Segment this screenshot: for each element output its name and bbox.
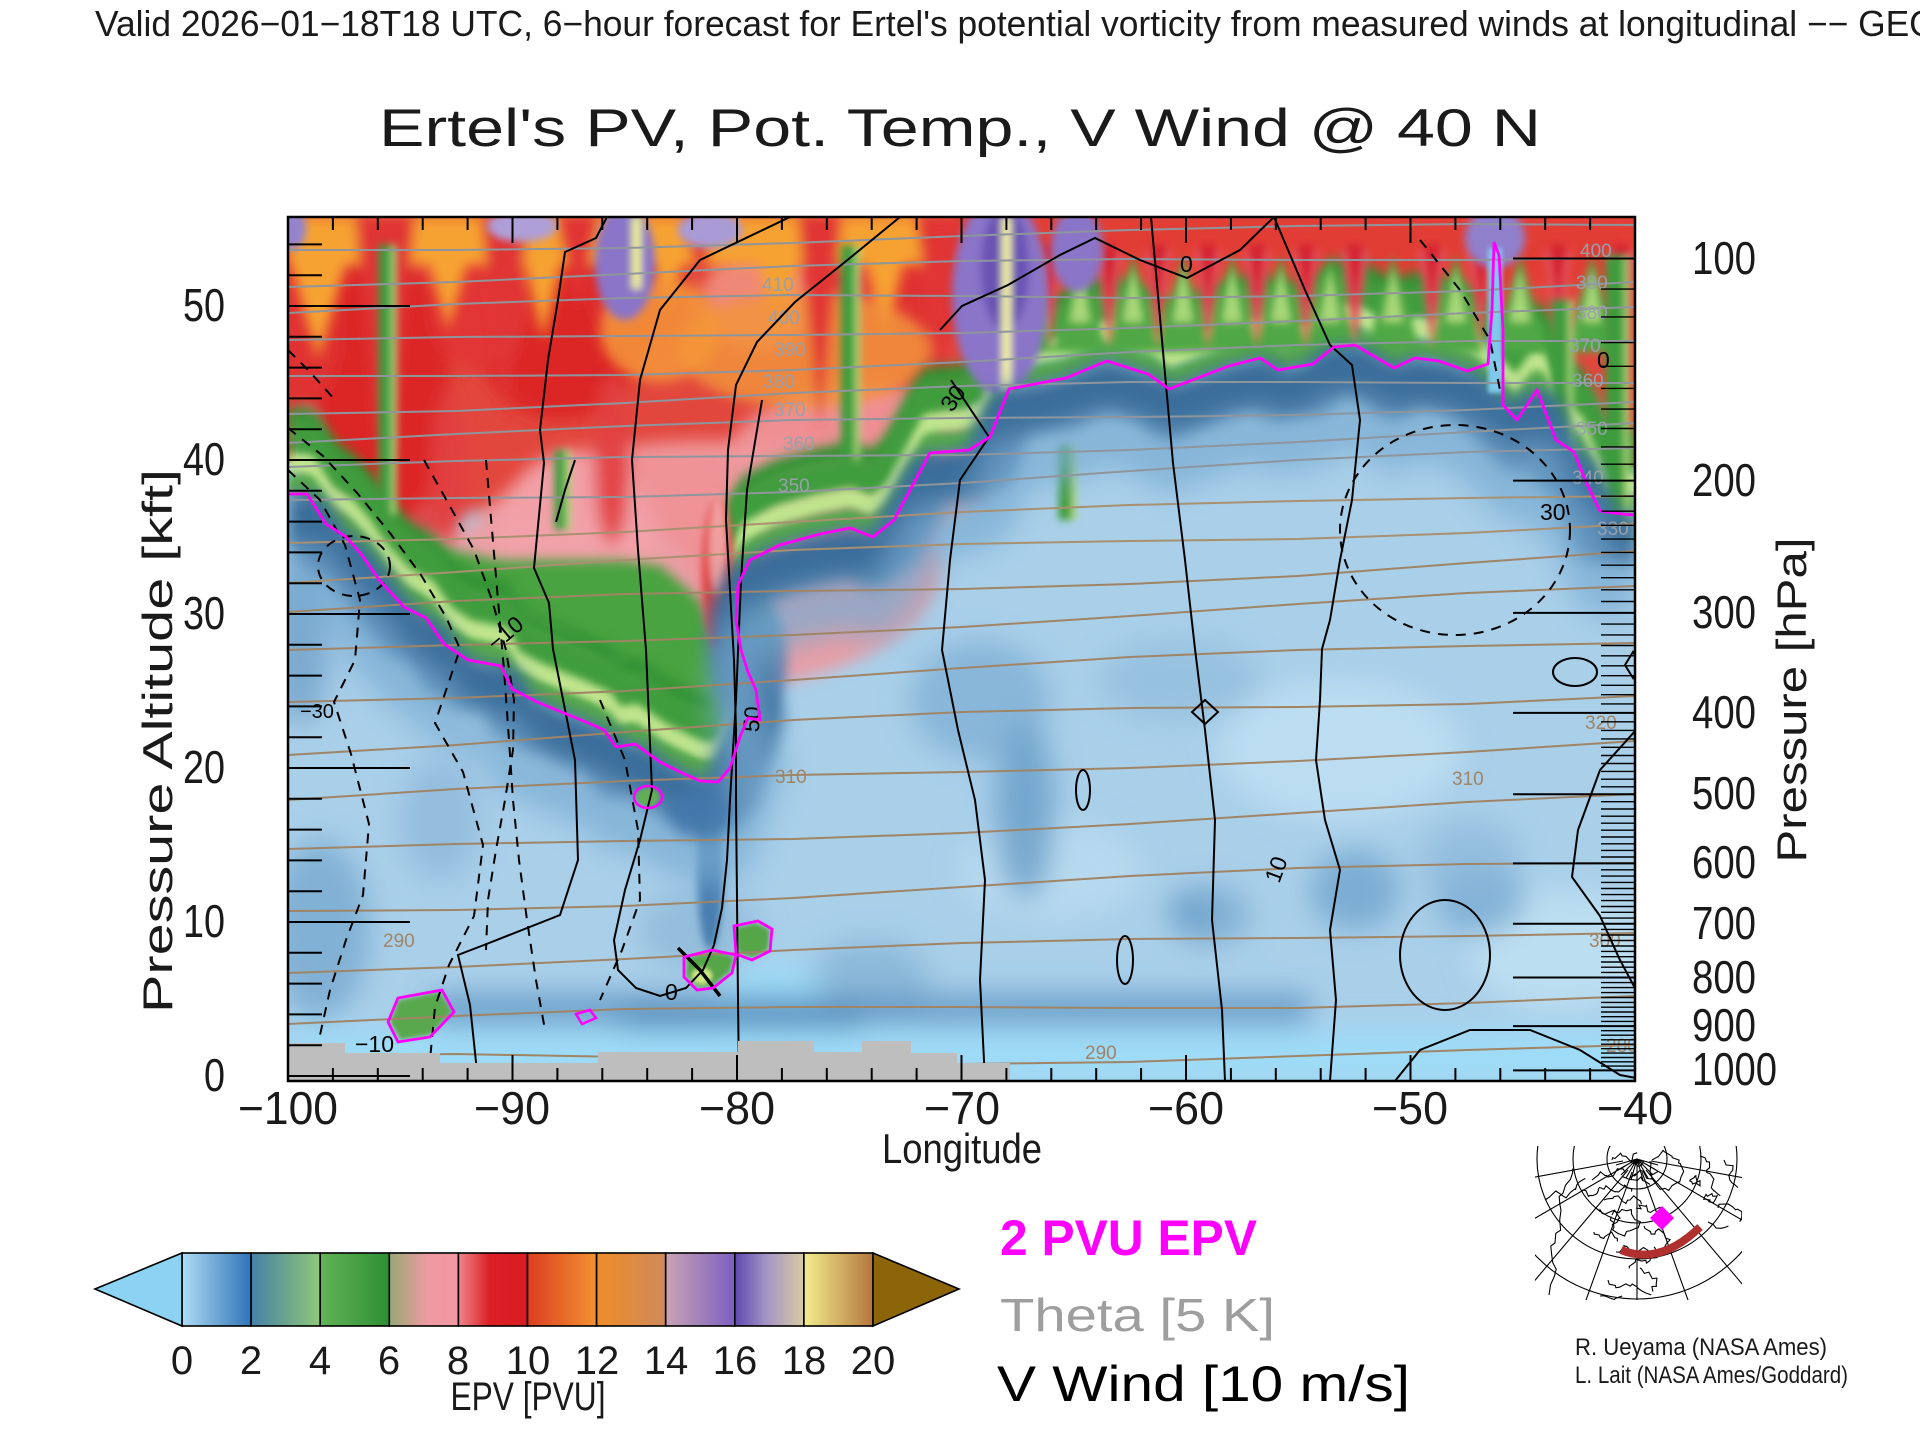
svg-text:360: 360 xyxy=(783,434,815,455)
svg-text:−10: −10 xyxy=(355,1031,394,1057)
svg-text:18: 18 xyxy=(782,1339,827,1383)
svg-text:EPV [PVU]: EPV [PVU] xyxy=(451,1375,606,1419)
svg-text:310: 310 xyxy=(1452,769,1484,790)
svg-text:30: 30 xyxy=(1540,499,1566,525)
svg-text:Valid 2026−01−18T18 UTC, 6−hou: Valid 2026−01−18T18 UTC, 6−hour forecast… xyxy=(95,3,1920,44)
svg-text:20: 20 xyxy=(851,1339,896,1383)
svg-text:800: 800 xyxy=(1692,951,1756,1003)
svg-text:14: 14 xyxy=(644,1339,689,1383)
svg-text:390: 390 xyxy=(774,340,806,361)
svg-text:370: 370 xyxy=(774,400,806,421)
svg-text:310: 310 xyxy=(775,767,807,788)
svg-text:400: 400 xyxy=(768,308,800,329)
svg-text:410: 410 xyxy=(762,275,794,296)
svg-text:380: 380 xyxy=(1576,303,1608,324)
svg-text:340: 340 xyxy=(1572,468,1604,489)
svg-text:0: 0 xyxy=(665,979,678,1005)
svg-text:10: 10 xyxy=(506,1339,551,1383)
svg-text:2 PVU EPV: 2 PVU EPV xyxy=(1000,1210,1258,1266)
svg-text:−40: −40 xyxy=(1597,1082,1673,1134)
svg-text:300: 300 xyxy=(1589,931,1621,952)
svg-text:700: 700 xyxy=(1692,897,1756,949)
svg-text:350: 350 xyxy=(778,476,810,497)
svg-text:16: 16 xyxy=(713,1339,758,1383)
svg-text:Pressure [hPa]: Pressure [hPa] xyxy=(1768,538,1815,863)
svg-text:−70: −70 xyxy=(924,1082,1000,1134)
svg-text:400: 400 xyxy=(1692,686,1756,738)
svg-text:0: 0 xyxy=(204,1049,225,1101)
svg-text:Theta [5 K]: Theta [5 K] xyxy=(1000,1289,1275,1341)
svg-text:V Wind [10 m/s]: V Wind [10 m/s] xyxy=(997,1356,1410,1412)
svg-text:330: 330 xyxy=(1597,519,1629,540)
svg-text:Ertel's PV, Pot. Temp., V Wind: Ertel's PV, Pot. Temp., V Wind @ 40 N xyxy=(379,99,1541,158)
svg-text:4: 4 xyxy=(309,1339,331,1383)
svg-text:L. Lait (NASA Ames/Goddard): L. Lait (NASA Ames/Goddard) xyxy=(1575,1362,1848,1389)
svg-text:380: 380 xyxy=(763,372,795,393)
svg-text:300: 300 xyxy=(1692,586,1756,638)
svg-text:−30: −30 xyxy=(300,701,334,723)
svg-text:−100: −100 xyxy=(238,1082,338,1134)
svg-text:900: 900 xyxy=(1692,999,1756,1051)
svg-text:8: 8 xyxy=(447,1339,469,1383)
svg-text:400: 400 xyxy=(1580,241,1612,262)
svg-text:100: 100 xyxy=(1692,232,1756,284)
svg-text:40: 40 xyxy=(183,433,225,485)
svg-text:−50: −50 xyxy=(1372,1082,1448,1134)
svg-text:−80: −80 xyxy=(699,1082,775,1134)
svg-text:12: 12 xyxy=(575,1339,620,1383)
svg-text:350: 350 xyxy=(1576,419,1608,440)
svg-text:600: 600 xyxy=(1692,836,1756,888)
svg-text:390: 390 xyxy=(1576,273,1608,294)
svg-text:10: 10 xyxy=(183,895,225,947)
svg-text:20: 20 xyxy=(183,741,225,793)
svg-text:6: 6 xyxy=(378,1339,400,1383)
svg-text:0: 0 xyxy=(1180,251,1193,277)
svg-text:Longitude: Longitude xyxy=(882,1125,1042,1172)
svg-text:30: 30 xyxy=(183,587,225,639)
svg-text:2: 2 xyxy=(240,1339,262,1383)
svg-text:R. Ueyama (NASA Ames): R. Ueyama (NASA Ames) xyxy=(1575,1334,1827,1361)
svg-text:500: 500 xyxy=(1692,767,1756,819)
svg-text:−60: −60 xyxy=(1148,1082,1224,1134)
svg-text:360: 360 xyxy=(1572,371,1604,392)
svg-text:370: 370 xyxy=(1569,336,1601,357)
svg-text:−90: −90 xyxy=(474,1082,550,1134)
svg-text:290: 290 xyxy=(1085,1043,1117,1064)
svg-text:Pressure Altitude [kft]: Pressure Altitude [kft] xyxy=(134,469,181,1013)
svg-text:320: 320 xyxy=(1585,713,1617,734)
svg-text:0: 0 xyxy=(1597,347,1610,373)
svg-text:1000: 1000 xyxy=(1692,1043,1777,1095)
svg-text:280: 280 xyxy=(1606,1036,1638,1057)
svg-text:50: 50 xyxy=(183,279,225,331)
svg-text:290: 290 xyxy=(383,931,415,952)
svg-text:200: 200 xyxy=(1692,454,1756,506)
svg-text:0: 0 xyxy=(171,1339,193,1383)
